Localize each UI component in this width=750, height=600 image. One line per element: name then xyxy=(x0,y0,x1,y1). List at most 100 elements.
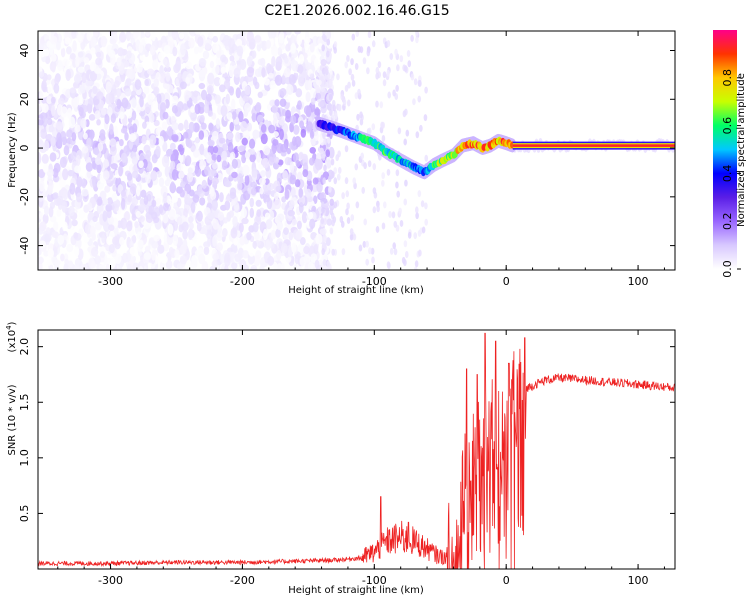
noise-speckle xyxy=(321,33,326,41)
noise-speckle xyxy=(371,40,376,48)
noise-speckle xyxy=(171,134,179,142)
noise-speckle xyxy=(238,111,244,123)
noise-speckle xyxy=(277,46,283,57)
noise-speckle xyxy=(151,199,157,208)
noise-speckle xyxy=(74,246,80,257)
noise-speckle xyxy=(267,255,275,266)
noise-speckle xyxy=(194,31,202,35)
noise-speckle xyxy=(151,251,156,261)
noise-speckle xyxy=(45,109,53,121)
noise-speckle xyxy=(38,227,44,235)
noise-speckle xyxy=(53,162,61,173)
noise-speckle xyxy=(85,79,92,87)
noise-speckle xyxy=(363,162,367,170)
noise-speckle xyxy=(194,137,201,144)
noise-speckle xyxy=(213,76,222,87)
x-tick-label: 100 xyxy=(628,275,649,288)
noise-speckle xyxy=(129,133,137,143)
noise-speckle xyxy=(313,244,319,255)
noise-speckle xyxy=(296,220,302,230)
noise-speckle xyxy=(301,211,308,224)
noise-speckle xyxy=(262,157,270,169)
noise-speckle xyxy=(406,50,411,58)
noise-speckle xyxy=(50,136,56,147)
noise-speckle xyxy=(256,42,262,52)
noise-speckle xyxy=(322,177,327,185)
noise-speckle xyxy=(119,111,125,120)
noise-speckle xyxy=(321,44,325,52)
noise-speckle xyxy=(166,125,173,137)
noise-speckle xyxy=(236,63,242,72)
snr-series-line xyxy=(38,332,675,569)
noise-speckle xyxy=(189,222,194,230)
noise-speckle xyxy=(252,240,257,250)
noise-speckle xyxy=(366,49,371,57)
noise-speckle xyxy=(95,57,103,66)
noise-speckle xyxy=(371,123,376,131)
noise-speckle xyxy=(387,91,392,99)
noise-speckle xyxy=(367,127,372,135)
noise-speckle xyxy=(207,212,215,220)
spectrogram-y-axis-label: Frequency (Hz) xyxy=(7,112,18,188)
noise-speckle xyxy=(56,195,64,206)
noise-speckle xyxy=(344,177,349,185)
noise-speckle xyxy=(38,131,42,139)
noise-speckle xyxy=(41,103,49,113)
noise-speckle xyxy=(163,66,172,73)
noise-speckle xyxy=(214,94,222,105)
noise-speckle xyxy=(104,113,110,125)
noise-speckle xyxy=(203,104,210,114)
noise-speckle xyxy=(222,217,228,224)
noise-speckle xyxy=(346,202,350,210)
noise-speckle xyxy=(125,106,133,119)
noise-speckle xyxy=(229,187,237,197)
noise-speckle xyxy=(171,31,179,41)
noise-speckle xyxy=(393,248,398,256)
noise-speckle xyxy=(167,223,174,236)
noise-speckle xyxy=(187,139,192,149)
noise-speckle xyxy=(372,206,377,214)
noise-speckle xyxy=(257,91,263,99)
noise-speckle xyxy=(161,121,168,130)
noise-speckle xyxy=(246,56,253,67)
noise-speckle xyxy=(208,169,214,181)
noise-speckle xyxy=(90,36,96,48)
noise-speckle xyxy=(226,112,233,120)
noise-speckle xyxy=(124,132,129,141)
noise-speckle xyxy=(131,97,137,108)
y-tick-label: 0 xyxy=(18,145,31,152)
x-tick-label: 0 xyxy=(503,574,510,587)
noise-speckle xyxy=(241,137,248,146)
noise-speckle xyxy=(256,114,264,123)
noise-speckle xyxy=(162,191,168,204)
noise-speckle xyxy=(149,45,156,56)
noise-speckle xyxy=(291,219,298,226)
noise-speckle xyxy=(141,135,147,145)
noise-speckle xyxy=(119,236,125,246)
noise-speckle xyxy=(323,138,327,146)
noise-speckle xyxy=(216,154,222,163)
noise-speckle xyxy=(56,40,61,51)
noise-speckle xyxy=(117,263,123,270)
noise-speckle xyxy=(285,96,292,103)
noise-speckle xyxy=(222,227,228,238)
noise-speckle xyxy=(337,166,342,174)
noise-speckle xyxy=(151,101,159,112)
noise-speckle xyxy=(170,160,176,170)
noise-speckle xyxy=(405,129,410,137)
noise-speckle xyxy=(201,179,207,189)
noise-speckle xyxy=(129,183,137,195)
x-tick-label: -100 xyxy=(362,574,387,587)
noise-speckle xyxy=(239,235,246,246)
noise-speckle xyxy=(252,76,258,86)
noise-speckle xyxy=(47,193,54,202)
noise-speckle xyxy=(265,219,273,230)
noise-speckle xyxy=(298,201,304,214)
noise-speckle xyxy=(375,225,380,233)
noise-speckle xyxy=(336,73,340,81)
noise-speckle xyxy=(276,221,283,231)
noise-speckle xyxy=(207,139,215,147)
noise-speckle xyxy=(269,241,275,249)
noise-speckle xyxy=(38,179,45,192)
noise-speckle xyxy=(192,149,200,158)
